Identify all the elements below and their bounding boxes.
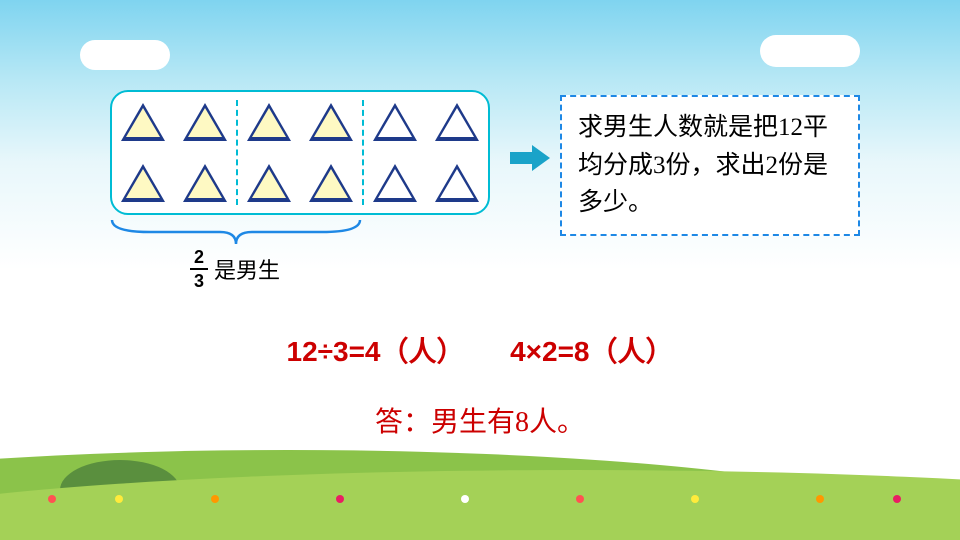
triangle-icon: [309, 164, 353, 202]
triangle-icon: [183, 164, 227, 202]
triangle-diagram: [110, 90, 490, 215]
triangle-icon: [435, 164, 479, 202]
triangle-group: [112, 92, 236, 213]
triangle-icon: [247, 164, 291, 202]
answer-text: 答：男生有8人。: [0, 400, 960, 440]
content-area: 2 3 是男生 求男生人数就是把12平均分成3份，求出2份是多少。 12÷3=4…: [0, 0, 960, 540]
triangle-icon: [435, 103, 479, 141]
fraction-numerator: 2: [190, 248, 208, 270]
triangle-icon: [121, 103, 165, 141]
arrow-icon: [510, 145, 550, 171]
triangle-icon: [373, 164, 417, 202]
triangle-icon: [121, 164, 165, 202]
triangle-icon: [247, 103, 291, 141]
triangle-icon: [183, 103, 227, 141]
fraction: 2 3: [190, 248, 208, 290]
explanation-box: 求男生人数就是把12平均分成3份，求出2份是多少。: [560, 95, 860, 236]
fraction-denominator: 3: [194, 270, 204, 290]
fraction-label: 2 3 是男生: [190, 248, 280, 290]
triangle-icon: [373, 103, 417, 141]
equations: 12÷3=4（人） 4×2=8（人）: [0, 330, 960, 370]
equation-1: 12÷3=4（人）: [287, 336, 465, 367]
triangle-group: [238, 92, 362, 213]
fraction-text: 是男生: [214, 253, 280, 285]
triangle-group: [364, 92, 488, 213]
brace-icon: [110, 218, 362, 246]
triangle-icon: [309, 103, 353, 141]
equation-2: 4×2=8（人）: [510, 336, 673, 367]
